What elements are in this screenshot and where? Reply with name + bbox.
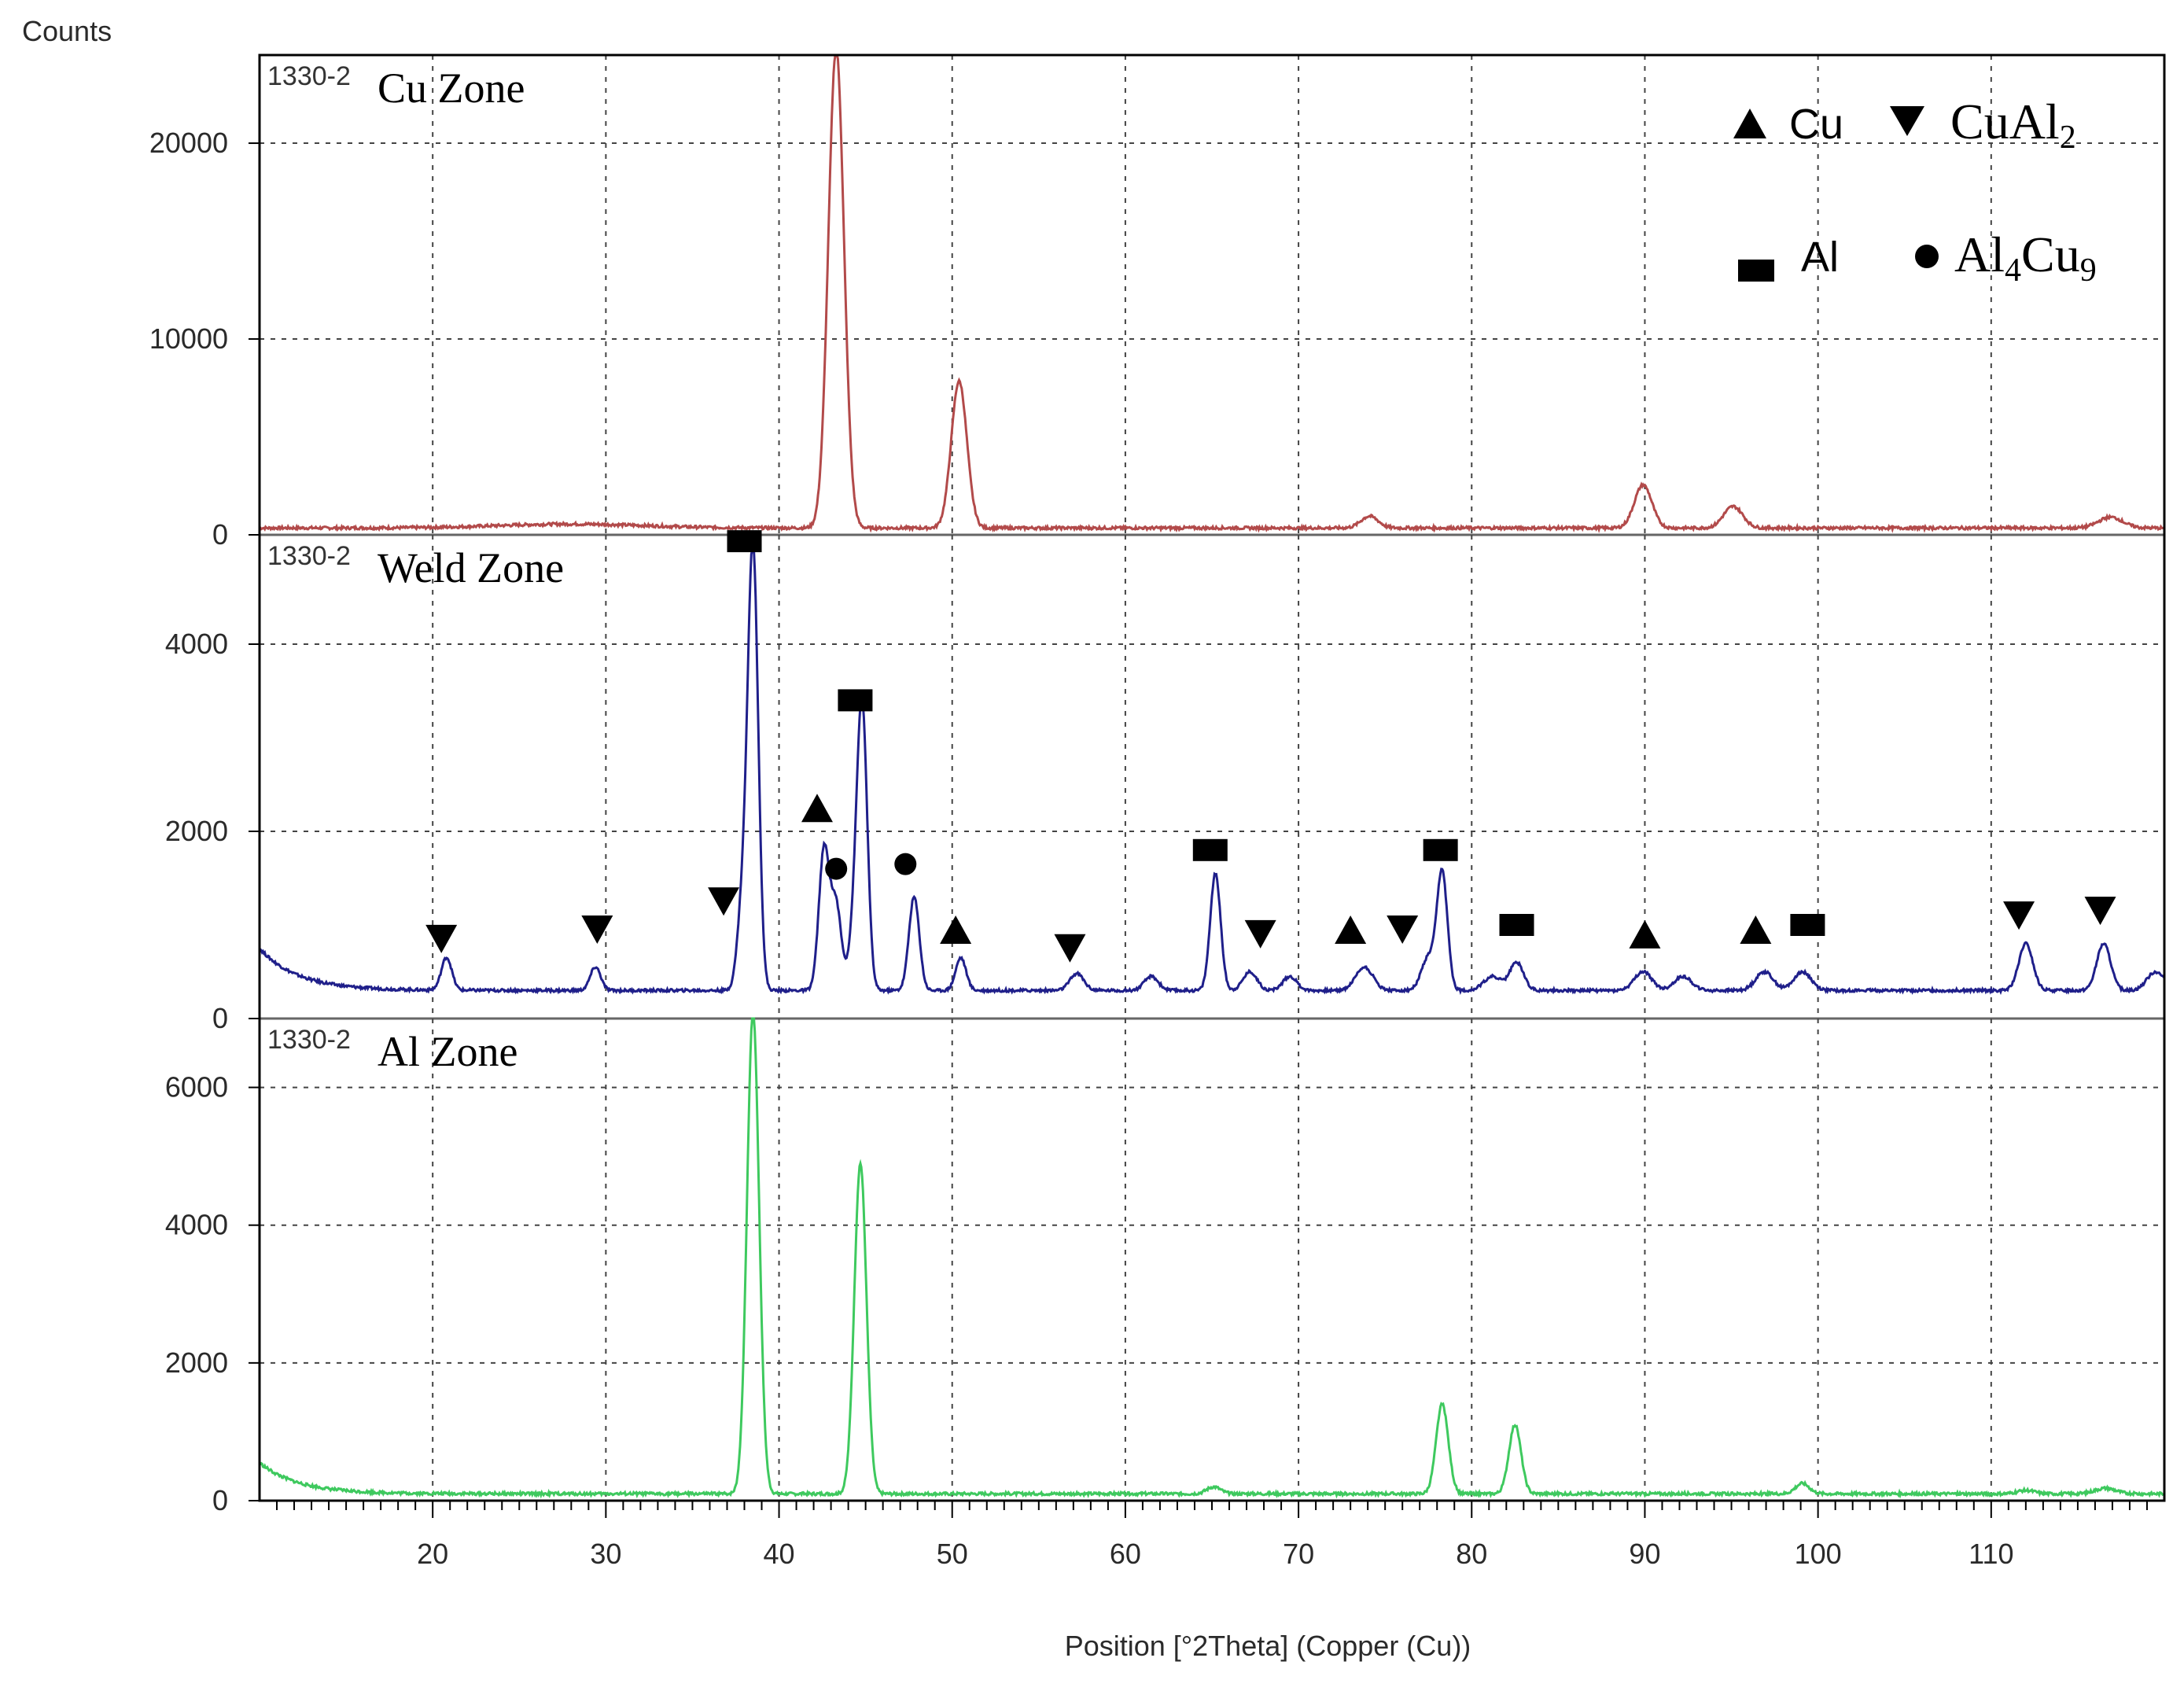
- x-tick-label-20: 20: [417, 1538, 448, 1570]
- legend-entry-al4cu9: Al4Cu9: [1915, 227, 2097, 289]
- marker-square-weld-zone-14: [1423, 838, 1458, 861]
- legend-cu-triangle-up-icon: [1733, 109, 1766, 138]
- x-tick-label-30: 30: [590, 1538, 621, 1570]
- series-line-weld-zone: [259, 549, 2166, 996]
- marker-triangle-down-weld-zone-11: [1244, 919, 1276, 949]
- marker-triangle-up-weld-zone-17: [1740, 915, 1772, 944]
- y-tick-label-al-zone-0: 0: [212, 1484, 228, 1516]
- marker-square-weld-zone-18: [1790, 914, 1825, 936]
- legend-al4cu9-label-tail: Cu: [2021, 227, 2080, 282]
- marker-triangle-down-weld-zone-20: [2084, 897, 2116, 926]
- sample-id-al-zone: 1330-2: [267, 1025, 351, 1055]
- y-tick-label-weld-zone-2000: 2000: [165, 815, 228, 847]
- marker-triangle-down-weld-zone-1: [581, 915, 613, 944]
- sample-id-weld-zone: 1330-2: [267, 541, 351, 571]
- sample-id-cu-zone: 1330-2: [267, 61, 351, 91]
- marker-square-weld-zone-6: [838, 689, 873, 712]
- x-axis-label: Position [°2Theta] (Copper (Cu)): [1065, 1630, 1471, 1662]
- marker-triangle-down-weld-zone-19: [2003, 901, 2035, 930]
- y-axis-title: Counts: [22, 15, 112, 47]
- legend-entry-cu: Cu: [1733, 101, 1843, 148]
- panel-title-weld-zone: Weld Zone: [378, 544, 564, 591]
- x-tick-label-50: 50: [937, 1538, 968, 1570]
- x-tick-label-90: 90: [1629, 1538, 1660, 1570]
- marker-square-weld-zone-10: [1192, 838, 1228, 861]
- legend: Cu CuAl2 Al Al4Cu9: [1733, 94, 2097, 289]
- legend-al4cu9-subscript: 4: [2005, 252, 2021, 289]
- marker-triangle-down-weld-zone-13: [1387, 915, 1419, 944]
- legend-al-square-icon: [1738, 260, 1774, 282]
- marker-triangle-up-weld-zone-16: [1629, 919, 1661, 949]
- y-tick-label-cu-zone-20000: 20000: [149, 127, 228, 159]
- marker-square-weld-zone-3: [727, 530, 762, 553]
- legend-cu-label: Cu: [1789, 101, 1843, 148]
- y-tick-label-cu-zone-10000: 10000: [149, 322, 228, 355]
- panel-cu-zone: 0 10000 20000 1330-2 Cu Zone: [149, 53, 2166, 551]
- marker-triangle-down-weld-zone-9: [1054, 934, 1086, 963]
- series-line-cu-zone: [259, 53, 2166, 533]
- legend-cual2-subscript: 2: [2060, 120, 2076, 156]
- legend-al4cu9-circle-icon: [1915, 245, 1939, 268]
- y-tick-label-weld-zone-4000: 4000: [165, 628, 228, 660]
- marker-triangle-down-weld-zone-0: [425, 924, 458, 953]
- marker-triangle-up-weld-zone-8: [940, 915, 972, 944]
- marker-triangle-up-weld-zone-4: [801, 794, 833, 823]
- svg-text:CuAl2: CuAl2: [1950, 94, 2076, 156]
- svg-text:Al4Cu9: Al4Cu9: [1954, 227, 2097, 289]
- legend-al4cu9-subscript-2: 9: [2080, 252, 2097, 289]
- legend-entry-cual2: CuAl2: [1890, 94, 2076, 156]
- y-tick-label-weld-zone-0: 0: [212, 1002, 228, 1034]
- x-tick-label-70: 70: [1283, 1538, 1314, 1570]
- y-tick-label-al-zone-6000: 6000: [165, 1071, 228, 1103]
- legend-al-label: Al: [1801, 234, 1839, 281]
- legend-cual2-label: CuAl: [1950, 94, 2060, 149]
- panel-title-al-zone: Al Zone: [378, 1028, 517, 1075]
- legend-entry-al: Al: [1738, 234, 1839, 282]
- marker-circle-weld-zone-7: [894, 853, 917, 875]
- panel-title-cu-zone: Cu Zone: [378, 64, 525, 112]
- marker-triangle-down-weld-zone-2: [708, 887, 740, 916]
- x-tick-label-100: 100: [1795, 1538, 1842, 1570]
- x-tick-label-110: 110: [1969, 1538, 2013, 1570]
- y-tick-label-cu-zone-0: 0: [212, 518, 228, 551]
- legend-al4cu9-label: Al: [1954, 227, 2005, 282]
- marker-square-weld-zone-15: [1499, 914, 1534, 936]
- panel-weld-zone: 0 2000 4000 1330-2 Weld Zone: [165, 530, 2166, 1034]
- x-tick-label-40: 40: [764, 1538, 795, 1570]
- x-tick-label-60: 60: [1110, 1538, 1141, 1570]
- series-line-al-zone: [258, 1017, 2165, 1499]
- marker-triangle-up-weld-zone-12: [1335, 915, 1367, 944]
- y-tick-label-al-zone-2000: 2000: [165, 1347, 228, 1379]
- x-tick-label-80: 80: [1456, 1538, 1487, 1570]
- y-tick-label-al-zone-4000: 4000: [165, 1209, 228, 1241]
- marker-circle-weld-zone-5: [825, 857, 848, 880]
- legend-cual2-triangle-down-icon: [1890, 106, 1924, 136]
